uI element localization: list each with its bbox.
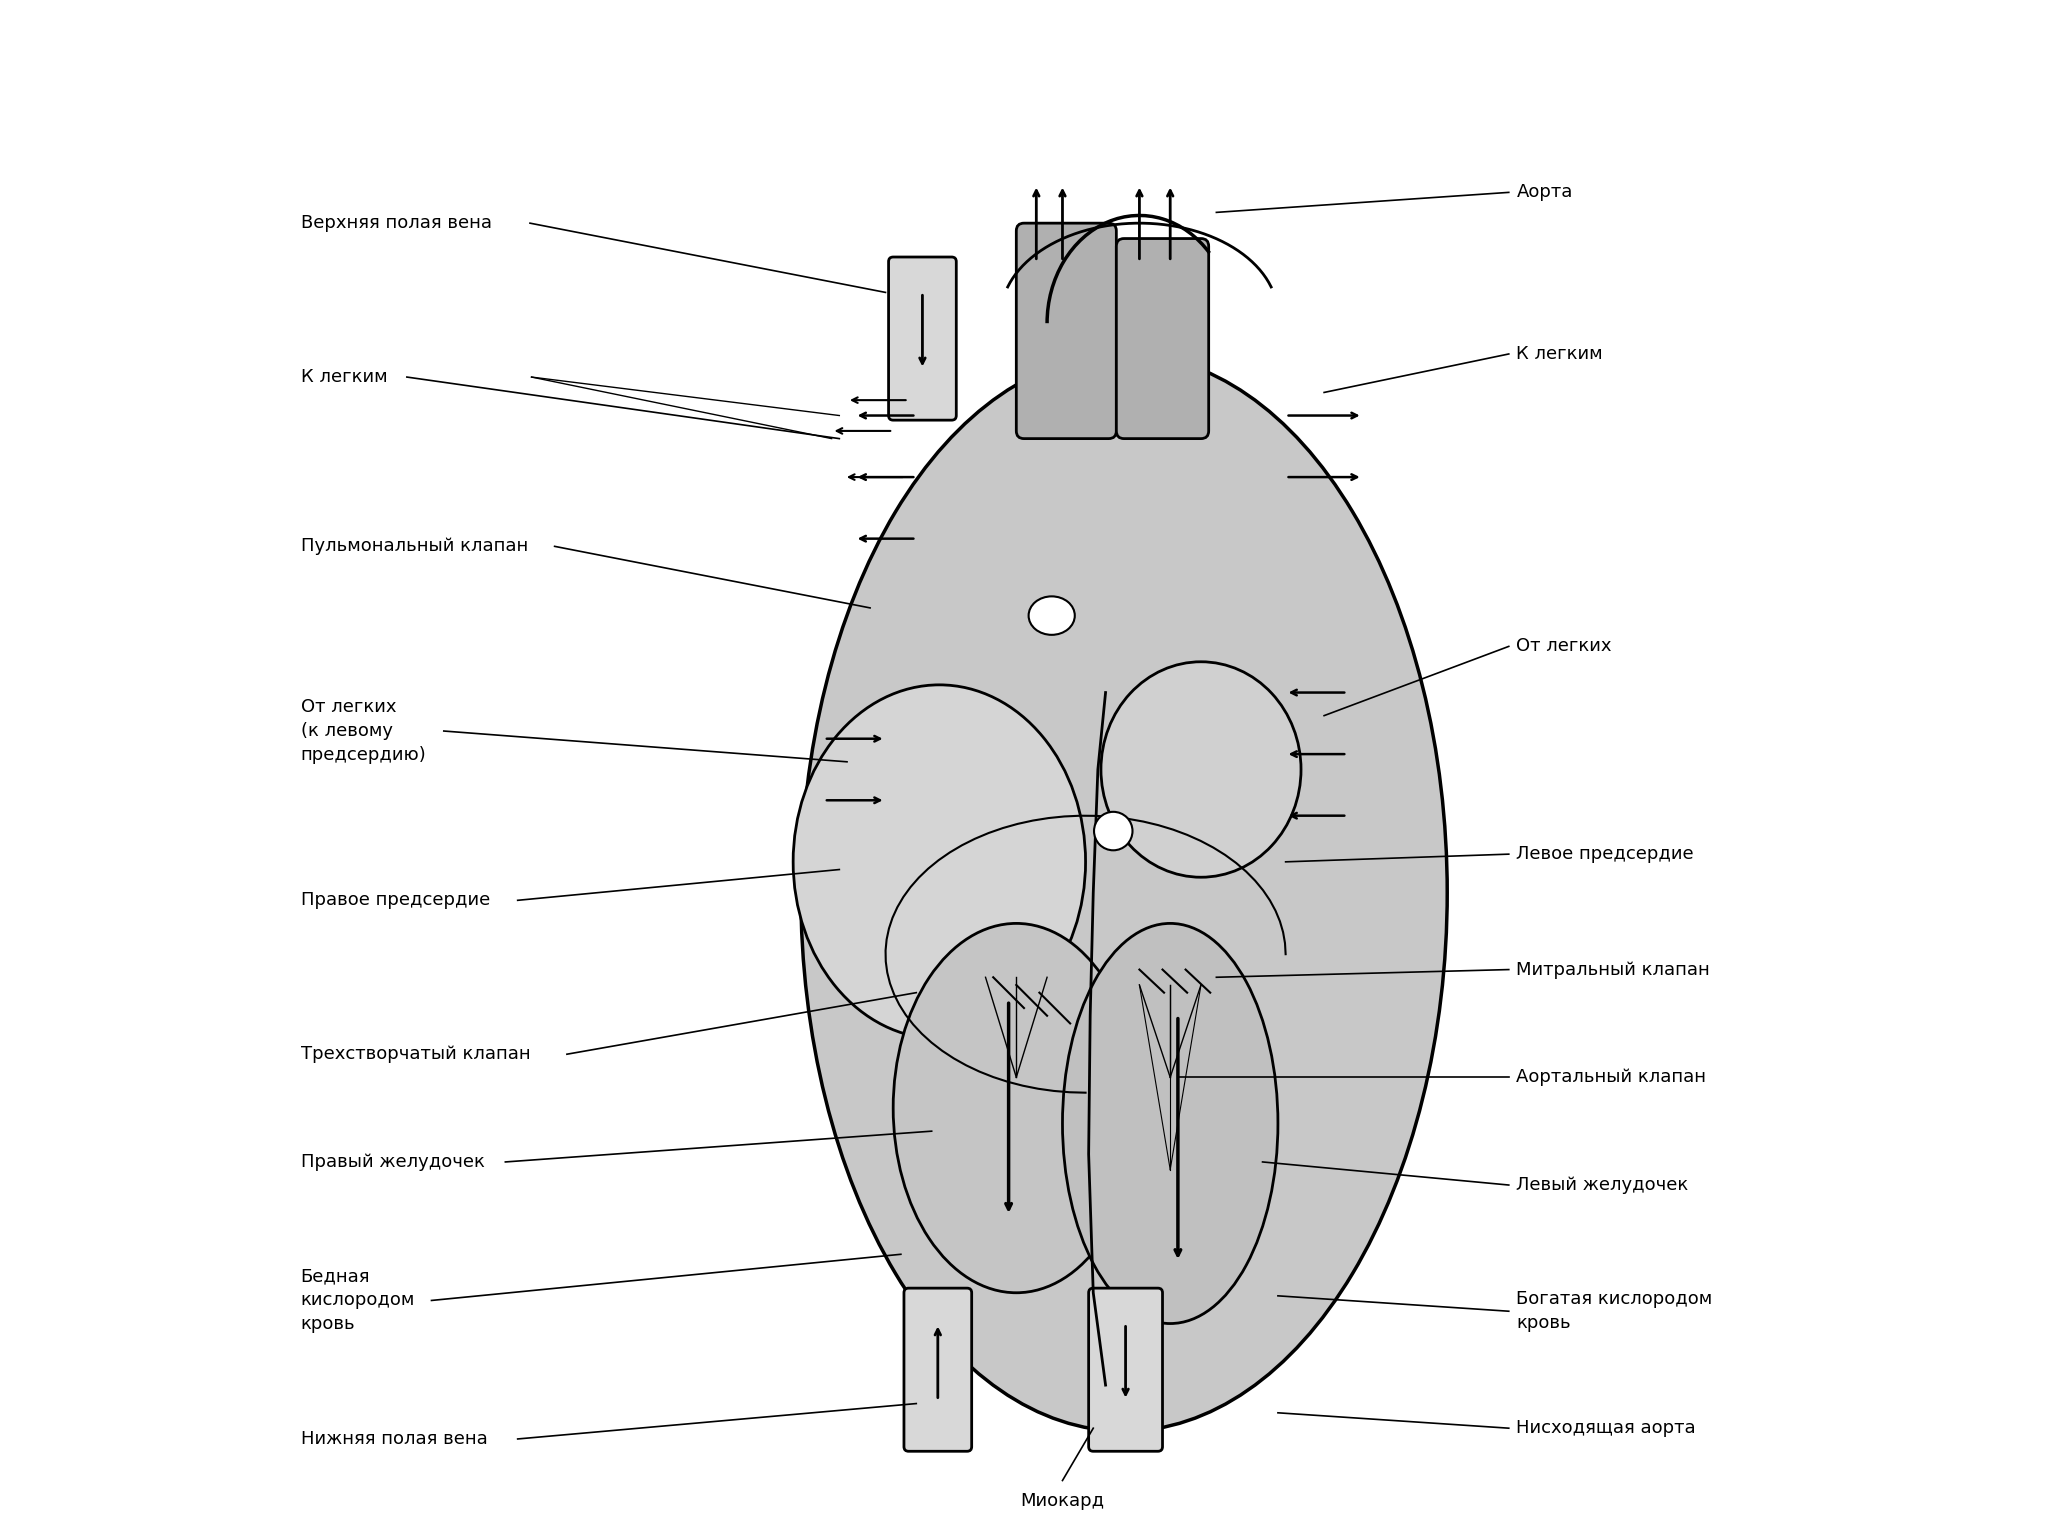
Ellipse shape: [1063, 923, 1278, 1324]
Text: Аорта: Аорта: [1516, 183, 1573, 202]
Text: Нисходящая аорта: Нисходящая аорта: [1516, 1419, 1696, 1437]
Ellipse shape: [1102, 662, 1300, 877]
Text: Правое предсердие: Правое предсердие: [301, 891, 489, 910]
FancyBboxPatch shape: [1090, 1288, 1163, 1451]
Text: Нижняя полая вена: Нижняя полая вена: [301, 1430, 487, 1448]
Text: Левый желудочек: Левый желудочек: [1516, 1176, 1690, 1194]
FancyBboxPatch shape: [903, 1288, 971, 1451]
Ellipse shape: [893, 923, 1139, 1293]
Text: Митральный клапан: Митральный клапан: [1516, 960, 1710, 979]
Text: Левое предсердие: Левое предсердие: [1516, 845, 1694, 863]
FancyBboxPatch shape: [1016, 223, 1116, 439]
FancyBboxPatch shape: [1116, 239, 1208, 439]
Ellipse shape: [1094, 813, 1133, 850]
Text: От легких: От легких: [1516, 637, 1612, 656]
Ellipse shape: [817, 354, 1432, 1400]
Text: Трехстворчатый клапан: Трехстворчатый клапан: [301, 1045, 530, 1063]
Text: От легких
(к левому
предсердию): От легких (к левому предсердию): [301, 699, 426, 763]
Text: Аортальный клапан: Аортальный клапан: [1516, 1068, 1706, 1087]
Text: Бедная
кислородом
кровь: Бедная кислородом кровь: [301, 1268, 416, 1333]
Text: Пульмональный клапан: Пульмональный клапан: [301, 537, 528, 556]
Text: Миокард: Миокард: [1020, 1491, 1104, 1510]
Text: К легким: К легким: [1516, 345, 1604, 363]
FancyBboxPatch shape: [889, 257, 956, 420]
Text: К легким: К легким: [301, 368, 387, 386]
Text: Правый желудочек: Правый желудочек: [301, 1153, 485, 1171]
Text: Верхняя полая вена: Верхняя полая вена: [301, 214, 492, 232]
Ellipse shape: [1028, 597, 1075, 634]
Ellipse shape: [793, 685, 1085, 1039]
Text: Богатая кислородом
кровь: Богатая кислородом кровь: [1516, 1290, 1712, 1333]
Ellipse shape: [801, 354, 1448, 1431]
